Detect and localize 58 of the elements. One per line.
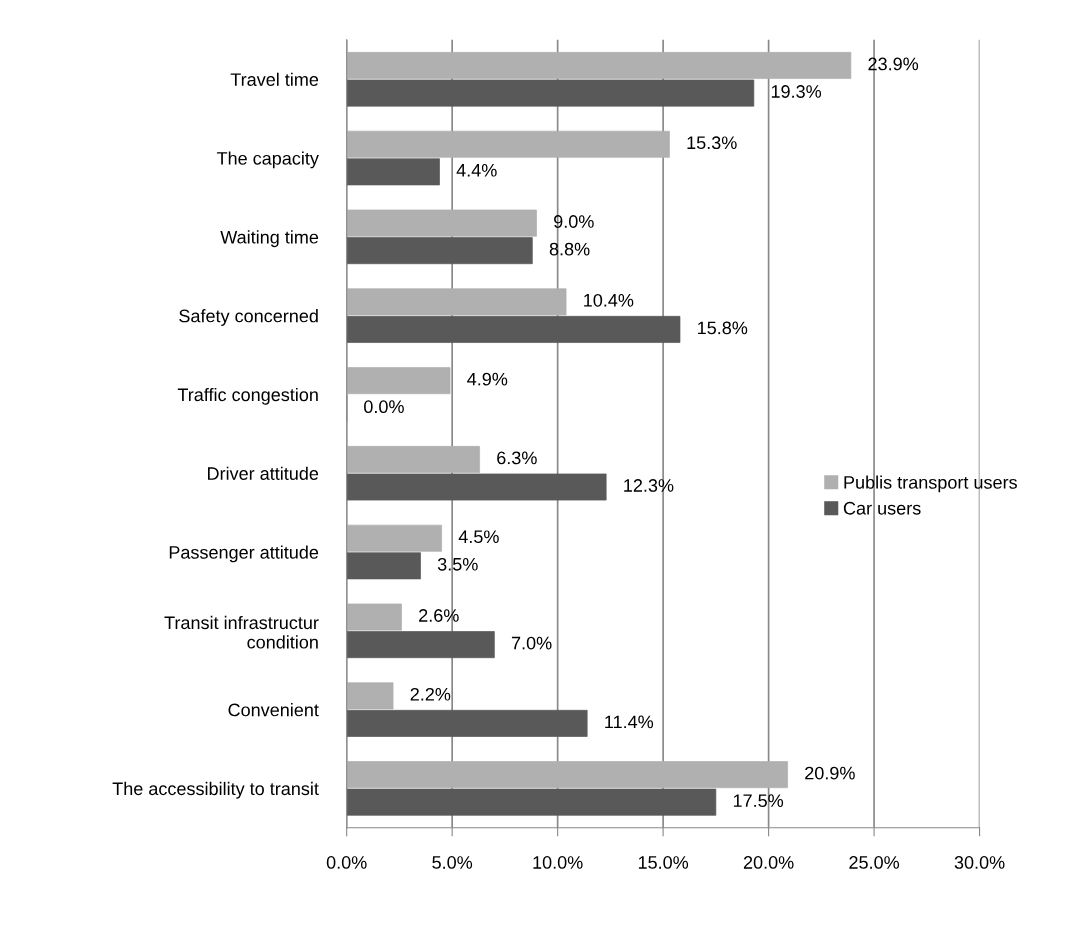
- y-tick-label: Passenger attitude: [169, 545, 319, 563]
- bar: [346, 315, 681, 343]
- bar: [346, 79, 755, 107]
- bar: [346, 130, 670, 158]
- data-label: 10.4%: [584, 293, 634, 307]
- data-label: 8.8%: [549, 242, 590, 256]
- bar: [346, 209, 537, 237]
- data-label: 9.0%: [554, 215, 594, 228]
- bar: [346, 524, 442, 552]
- data-label: 6.3%: [497, 451, 537, 465]
- data-label: 0.0%: [364, 400, 404, 414]
- x-tick-label: 5.0%: [432, 856, 473, 869]
- y-tick-label: The capacity: [216, 151, 319, 169]
- y-tick-label: The accessibility to transit: [112, 781, 319, 799]
- y-tick-label: Transit infrastructur condition: [164, 615, 319, 649]
- y-tick-label: Travel time: [230, 72, 319, 86]
- bar: [346, 52, 852, 79]
- y-tick-label: Driver attitude: [208, 466, 319, 480]
- data-label: 4.9%: [467, 372, 508, 386]
- data-label: 4.5%: [458, 530, 499, 544]
- data-label: 20.9%: [805, 766, 855, 780]
- bar: [346, 631, 495, 659]
- x-tick-label: 10.0%: [533, 856, 583, 869]
- data-label: 4.4%: [456, 163, 497, 177]
- x-tick-label: 25.0%: [849, 856, 900, 869]
- bar: [346, 367, 451, 395]
- bar: [346, 761, 788, 789]
- bar: [346, 445, 480, 473]
- data-label: 7.0%: [511, 636, 552, 650]
- bar: [346, 237, 533, 265]
- data-label: 3.5%: [437, 557, 478, 571]
- x-tick-label: 0.0%: [326, 856, 367, 869]
- y-tick-label: Convenient: [228, 703, 319, 717]
- data-label: 23.9%: [868, 57, 919, 71]
- bar: [346, 682, 394, 710]
- y-tick-label: Safety concerned: [179, 309, 318, 326]
- legend-label: Publis transport users: [844, 475, 1017, 493]
- data-label: 2.6%: [419, 609, 459, 622]
- bar: [346, 288, 567, 316]
- data-label: 15.8%: [698, 321, 748, 335]
- data-label: 15.3%: [687, 136, 737, 150]
- bar: [346, 473, 607, 501]
- y-tick-label: Traffic congestion: [177, 387, 318, 405]
- bar: [346, 552, 421, 580]
- data-label: 11.4%: [605, 715, 654, 729]
- bar: [346, 158, 440, 186]
- data-label: 12.3%: [624, 479, 674, 492]
- y-tick-label: Waiting time: [220, 230, 319, 248]
- data-label: 19.3%: [771, 85, 822, 98]
- x-tick-label: 20.0%: [743, 856, 794, 869]
- data-label: 2.2%: [410, 687, 451, 701]
- x-tick-label: 30.0%: [954, 856, 1005, 869]
- data-label: 17.5%: [733, 794, 784, 808]
- x-tick-label: 15.0%: [638, 856, 689, 869]
- bar: [346, 788, 717, 816]
- legend-label: Car users: [843, 501, 921, 515]
- bar: [346, 603, 402, 631]
- bar: [346, 709, 588, 737]
